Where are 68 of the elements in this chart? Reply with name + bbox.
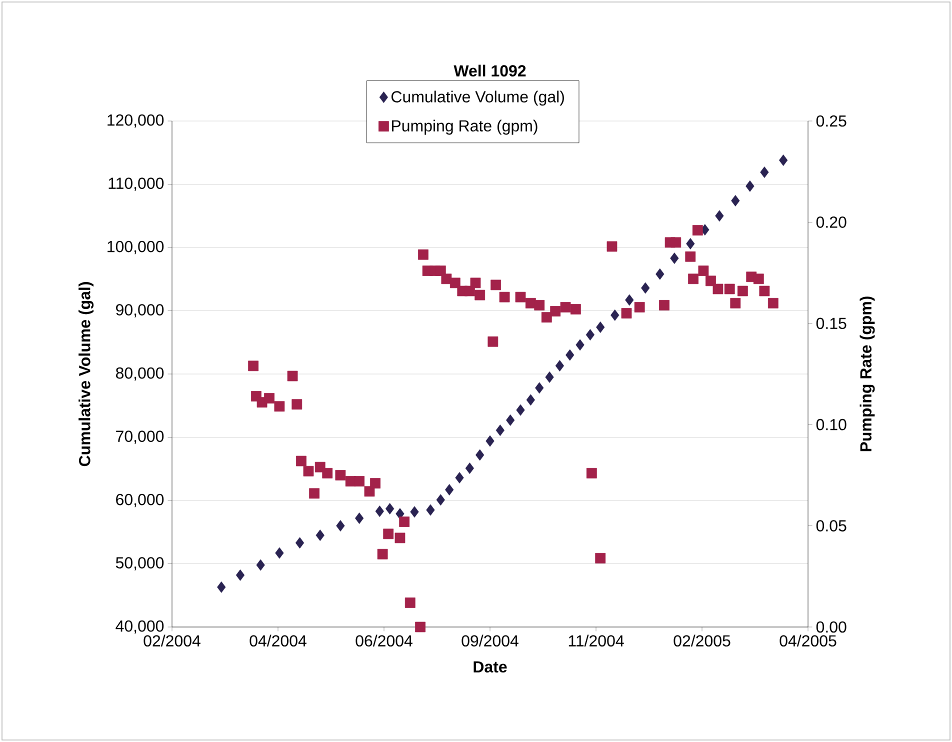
y-tick-label: 80,000 — [116, 367, 164, 381]
point — [610, 309, 620, 321]
point — [295, 537, 304, 549]
point — [354, 512, 364, 524]
point — [385, 503, 394, 514]
y-tick-label: 70,000 — [116, 430, 164, 444]
point — [236, 569, 245, 581]
point — [656, 268, 664, 280]
point — [516, 404, 525, 416]
y2-tick-label: 0.20 — [816, 216, 846, 228]
point — [496, 424, 504, 436]
y2-tick-label: 0.15 — [816, 318, 846, 330]
point — [410, 506, 419, 518]
point — [486, 435, 494, 447]
point — [535, 382, 544, 394]
y-tick-label: 100,000 — [108, 240, 164, 254]
x-tick-label: 02/2005 — [674, 634, 730, 647]
point — [760, 166, 769, 178]
x-tick-label: 02/2004 — [144, 634, 200, 647]
y2-axis-title: Pumping Rate (gpm) — [860, 296, 875, 452]
point — [586, 329, 595, 340]
point — [445, 484, 454, 496]
y-tick-label: 40,000 — [116, 620, 164, 634]
point — [217, 581, 226, 593]
point — [426, 504, 435, 516]
x-tick-label: 04/2004 — [250, 634, 306, 647]
y-axis-title: Cumulative Volume (gal) — [78, 282, 94, 466]
x-axis-title: Date — [474, 661, 507, 673]
point — [465, 462, 474, 474]
x-tick-label: 04/2005 — [780, 634, 836, 647]
point — [526, 394, 535, 406]
point — [715, 210, 724, 222]
chart-title: Well 1092 — [454, 64, 526, 77]
y-tick-label: 50,000 — [116, 557, 164, 570]
legend-label: Cumulative Volume (gal) — [392, 90, 564, 106]
point — [779, 154, 788, 166]
point — [625, 294, 634, 306]
point — [455, 472, 464, 484]
point — [476, 449, 484, 461]
point — [256, 559, 265, 571]
y2-tick-label: 0.10 — [816, 418, 846, 430]
y2-tick-label: 0.25 — [816, 115, 846, 127]
x-tick-label: 11/2004 — [568, 634, 624, 647]
point — [545, 371, 554, 383]
point — [555, 360, 564, 372]
y-tick-label: 110,000 — [108, 178, 164, 191]
y-tick-label: 90,000 — [116, 304, 164, 318]
y-tick-label: 60,000 — [116, 494, 164, 508]
point — [275, 547, 284, 559]
point — [316, 530, 324, 541]
point — [336, 520, 345, 532]
point — [375, 506, 384, 517]
point — [506, 414, 515, 426]
y2-tick-label: 0.00 — [816, 621, 846, 633]
x-tick-label: 09/2004 — [462, 634, 518, 647]
point — [436, 494, 445, 506]
legend-label: Pumping Rate (gpm) — [392, 120, 538, 135]
point — [596, 322, 605, 333]
point — [670, 252, 679, 264]
point — [641, 282, 650, 294]
point — [746, 180, 754, 192]
x-tick-label: 06/2004 — [356, 634, 412, 647]
y2-tick-label: 0.05 — [816, 520, 846, 532]
y-tick-label: 120,000 — [108, 114, 164, 128]
point — [731, 195, 740, 206]
point — [566, 349, 574, 361]
point — [686, 238, 695, 250]
point — [576, 339, 584, 351]
